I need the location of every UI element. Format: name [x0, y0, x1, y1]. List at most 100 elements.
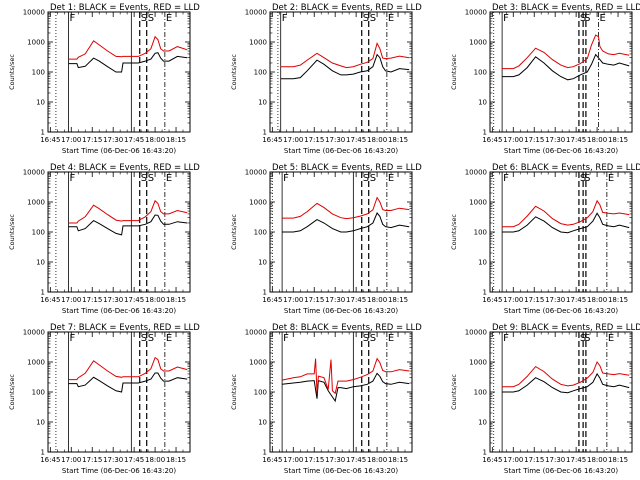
marker-label: E — [599, 13, 605, 24]
x-tick-label: 17:15 — [82, 456, 102, 464]
y-tick-label: 1 — [263, 449, 267, 457]
x-tick-label: 16:45 — [262, 456, 282, 464]
x-tick-label: 16:45 — [482, 456, 502, 464]
marker-label: E — [608, 333, 614, 344]
marker-label: E — [388, 13, 394, 24]
x-tick-label: 18:00 — [367, 456, 387, 464]
x-tick-label: 17:30 — [545, 296, 565, 304]
x-axis-label: Start Time (06-Dec-06 16:43:20) — [284, 467, 398, 475]
y-tick-label: 10000 — [23, 9, 45, 17]
marker-label: F — [503, 13, 509, 24]
x-tick-label: 18:00 — [145, 296, 165, 304]
x-tick-label: 17:30 — [545, 456, 565, 464]
x-tick-label: 17:30 — [103, 136, 123, 144]
y-axis-label: Counts/sec — [230, 374, 238, 410]
lld-series-line — [282, 196, 410, 220]
panel-det-5: Det 5: BLACK = Events, RED = LLD Counts/s… — [230, 163, 422, 315]
x-tick-label: 16:45 — [262, 296, 282, 304]
plot-frame — [489, 331, 633, 453]
y-tick-label: 10 — [478, 419, 487, 427]
x-tick-label: 18:15 — [388, 136, 408, 144]
y-tick-label: 1 — [263, 129, 267, 137]
plot-frame — [489, 11, 633, 133]
lld-series-line — [68, 35, 188, 60]
y-tick-label: 10 — [478, 99, 487, 107]
x-tick-label: 17:45 — [124, 296, 144, 304]
x-tick-label: 17:45 — [124, 136, 144, 144]
x-axis-label: Start Time (06-Dec-06 16:43:20) — [62, 307, 176, 315]
x-tick-label: 18:15 — [388, 296, 408, 304]
y-tick-label: 10000 — [245, 9, 267, 17]
plot-frame — [47, 331, 191, 453]
y-tick-label: 1000 — [249, 39, 267, 47]
y-axis-label: Counts/sec — [450, 374, 458, 410]
y-tick-label: 10000 — [465, 9, 487, 17]
panel-det-3: Det 3: BLACK = Events, RED = LLD Counts/s… — [450, 3, 640, 155]
marker-label: S — [584, 13, 590, 24]
x-tick-label: 18:15 — [166, 296, 186, 304]
y-tick-label: 1 — [41, 289, 45, 297]
marker-label: S — [580, 333, 586, 344]
x-tick-label: 18:15 — [388, 456, 408, 464]
panel-title: Det 2: BLACK = Events, RED = LLD — [272, 3, 422, 13]
x-tick-label: 17:30 — [103, 296, 123, 304]
y-tick-label: 10000 — [245, 169, 267, 177]
marker-label: S — [580, 173, 586, 184]
x-tick-label: 17:15 — [524, 136, 544, 144]
y-axis-label: Counts/sec — [230, 54, 238, 90]
x-tick-label: 17:00 — [503, 456, 523, 464]
y-tick-label: 100 — [254, 389, 267, 397]
marker-label: S — [370, 173, 376, 184]
panel-title: Det 4: BLACK = Events, RED = LLD — [50, 163, 200, 173]
x-tick-label: 16:45 — [40, 456, 60, 464]
y-tick-label: 1000 — [469, 199, 487, 207]
x-tick-label: 18:00 — [587, 136, 607, 144]
marker-label: E — [388, 173, 394, 184]
x-tick-label: 17:00 — [503, 296, 523, 304]
marker-label: S — [141, 173, 147, 184]
x-tick-label: 17:15 — [524, 296, 544, 304]
x-tick-label: 17:45 — [346, 296, 366, 304]
panel-det-1: Det 1: BLACK = Events, RED = LLD Counts/s… — [8, 3, 200, 155]
x-tick-label: 16:45 — [482, 136, 502, 144]
panel-det-8: Det 8: BLACK = Events, RED = LLD Counts/s… — [230, 323, 422, 475]
marker-label: F — [69, 333, 75, 344]
events-series-line — [280, 53, 410, 80]
y-tick-label: 100 — [474, 229, 487, 237]
marker-label: F — [282, 13, 288, 24]
x-tick-label: 16:45 — [40, 136, 60, 144]
events-series-line — [502, 212, 630, 234]
x-tick-label: 18:15 — [608, 296, 628, 304]
x-tick-label: 18:00 — [367, 136, 387, 144]
panel-det-6: Det 6: BLACK = Events, RED = LLD Counts/s… — [450, 163, 640, 315]
x-tick-label: 17:45 — [566, 136, 586, 144]
panel-det-2: Det 2: BLACK = Events, RED = LLD Counts/s… — [230, 3, 422, 155]
marker-label: S — [363, 13, 369, 24]
lld-series-line — [502, 34, 630, 70]
marker-label: S — [141, 333, 147, 344]
lld-series-line — [502, 360, 630, 388]
x-tick-label: 17:00 — [283, 296, 303, 304]
x-tick-label: 17:15 — [304, 136, 324, 144]
x-tick-label: 18:00 — [145, 456, 165, 464]
marker-label: E — [166, 13, 172, 24]
marker-label: S — [370, 13, 376, 24]
marker-label: E — [166, 173, 172, 184]
y-tick-label: 10000 — [245, 329, 267, 337]
panel-det-9: Det 9: BLACK = Events, RED = LLD Counts/s… — [450, 323, 640, 475]
marker-label: S — [584, 173, 590, 184]
panel-det-7: Det 7: BLACK = Events, RED = LLD Counts/s… — [8, 323, 200, 475]
panel-title: Det 7: BLACK = Events, RED = LLD — [50, 323, 200, 333]
x-axis-label: Start Time (06-Dec-06 16:43:20) — [284, 147, 398, 155]
y-tick-label: 1 — [263, 289, 267, 297]
panel-title: Det 6: BLACK = Events, RED = LLD — [492, 163, 640, 173]
y-axis-label: Counts/sec — [8, 214, 16, 250]
y-tick-label: 100 — [474, 389, 487, 397]
x-axis-label: Start Time (06-Dec-06 16:43:20) — [62, 467, 176, 475]
events-series-line — [502, 53, 630, 81]
events-series-line — [68, 52, 188, 73]
x-tick-label: 17:30 — [325, 136, 345, 144]
x-tick-label: 18:15 — [608, 136, 628, 144]
x-tick-label: 17:15 — [304, 296, 324, 304]
events-series-line — [68, 214, 188, 236]
